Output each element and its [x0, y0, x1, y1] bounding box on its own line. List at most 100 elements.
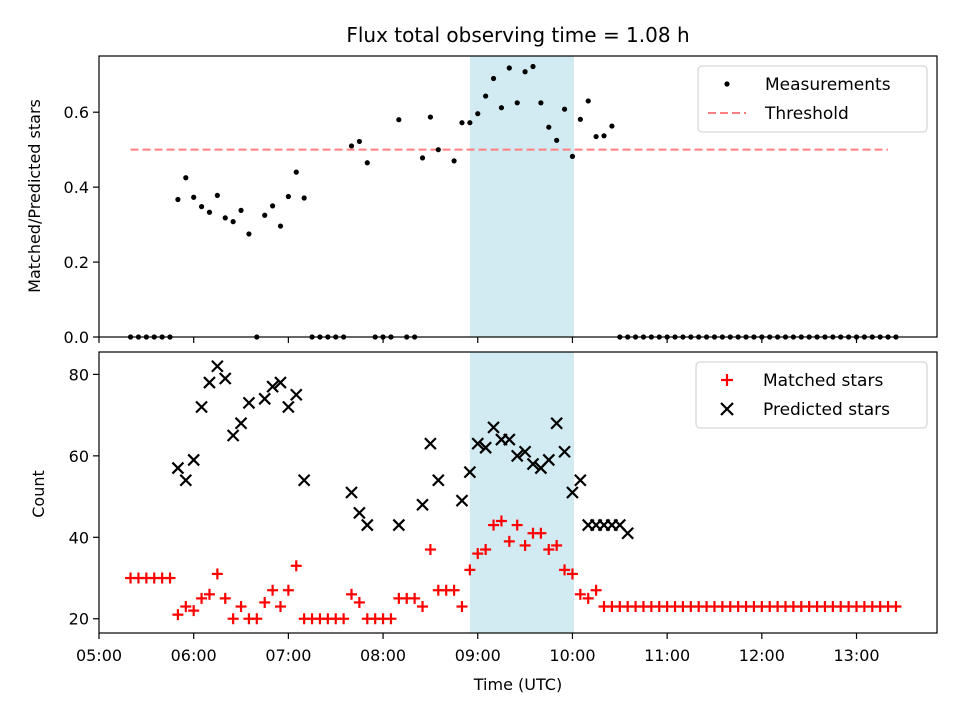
- measurement-point: [490, 75, 497, 82]
- legend-matched-marker: [721, 374, 733, 386]
- measurement-point: [593, 133, 599, 140]
- matched-stars-point: [188, 605, 200, 617]
- matched-stars-point: [566, 568, 578, 580]
- predicted-stars-point: [203, 376, 216, 389]
- matched-stars-point: [164, 572, 176, 584]
- predicted-stars-point: [392, 518, 406, 532]
- matched-stars-point: [290, 560, 302, 572]
- measurement-point: [285, 193, 291, 200]
- predicted-stars-point: [282, 400, 295, 414]
- predicted-stars-point: [518, 445, 532, 459]
- measurement-point: [585, 98, 591, 104]
- predicted-stars-point: [574, 474, 587, 487]
- bottom-x-axis: 05:00 06:00 07:00 08:00 09:00 10:00 11:00 12:00…: [76, 633, 880, 665]
- matched-stars-point: [227, 613, 239, 625]
- matched-stars-point: [472, 548, 484, 560]
- matched-stars-point: [338, 613, 350, 625]
- matched-stars-series: [125, 515, 902, 625]
- measurement-point: [419, 155, 426, 161]
- bottom-panel: 20 40 60 80 05:00 06:00 07:00 08:00 09:00 10:00 1…: [29, 351, 938, 694]
- measurement-point: [348, 143, 355, 149]
- matched-stars-point: [424, 544, 436, 556]
- matched-stars-point: [417, 601, 429, 613]
- measurement-point: [262, 212, 268, 218]
- bottom-y-axis: 20 40 60 80: [69, 365, 99, 629]
- measurement-point: [569, 153, 576, 160]
- measurement-point: [546, 124, 552, 130]
- predicted-stars-point: [510, 449, 524, 463]
- predicted-stars-point: [550, 416, 563, 430]
- predicted-stars-point: [424, 437, 437, 450]
- measurement-point: [206, 209, 213, 215]
- measurement-point: [538, 100, 544, 106]
- measurement-point: [530, 63, 536, 70]
- matched-stars-point: [259, 596, 271, 608]
- predicted-stars-point: [266, 380, 279, 393]
- bottom-highlight-span: [469, 352, 575, 633]
- top-plot-frame: [98, 55, 938, 338]
- predicted-stars-point: [487, 421, 500, 434]
- predicted-stars-point: [503, 433, 516, 446]
- matched-stars-point: [282, 584, 294, 596]
- predicted-stars-point: [416, 498, 429, 511]
- measurement-point: [577, 116, 583, 122]
- predicted-stars-point: [361, 518, 374, 532]
- measurement-point: [475, 111, 481, 117]
- top-highlight-span: [469, 56, 575, 337]
- predicted-stars-series: [171, 359, 634, 540]
- legend-matched-label: Matched stars: [763, 371, 883, 391]
- predicted-stars-point: [258, 392, 271, 406]
- bottom-y-tick-label: 60: [69, 447, 89, 466]
- chart-title: Flux total observing time = 1.08 h: [346, 23, 689, 47]
- top-panel: 0.0 0.2 0.4 0.6 Matched/Predicted stars Mea…: [25, 55, 938, 347]
- bottom-x-axis-label: Time (UTC): [473, 675, 562, 694]
- bottom-legend-box: [695, 361, 928, 429]
- predicted-stars-point: [274, 376, 287, 389]
- measurement-point: [269, 203, 276, 209]
- predicted-stars-point: [195, 400, 208, 414]
- matched-stars-point: [519, 539, 531, 551]
- measurement-point: [293, 169, 299, 175]
- measurement-point: [396, 117, 402, 123]
- measurement-point: [451, 158, 457, 164]
- measurement-point: [514, 100, 520, 106]
- matched-stars-point: [346, 588, 358, 600]
- matched-stars-point: [274, 601, 286, 613]
- top-legend: Measurements Threshold: [697, 65, 928, 133]
- measurement-point: [214, 192, 220, 198]
- matched-stars-point: [219, 592, 231, 604]
- bottom-plot-frame: [98, 351, 938, 634]
- matched-stars-point: [488, 519, 500, 531]
- matched-stars-point: [353, 596, 365, 608]
- matched-stars-point: [464, 564, 476, 576]
- measurement-point: [277, 223, 284, 229]
- measurement-point: [230, 219, 236, 225]
- bottom-y-tick-label: 80: [69, 365, 89, 384]
- matched-stars-point: [495, 515, 507, 527]
- measurement-point: [435, 147, 441, 153]
- measurement-point: [522, 69, 528, 75]
- bottom-x-tick-label: 12:00: [739, 646, 785, 665]
- matched-stars-point: [890, 601, 902, 613]
- matched-stars-point: [559, 564, 571, 576]
- matched-stars-point: [535, 527, 547, 539]
- predicted-stars-point: [455, 494, 469, 507]
- top-y-tick-label: 0.4: [64, 178, 89, 197]
- matched-stars-point: [456, 601, 468, 613]
- bottom-x-tick-label: 10:00: [549, 646, 595, 665]
- matched-stars-point: [211, 568, 223, 580]
- measurement-point: [356, 138, 362, 145]
- bottom-legend: Matched stars Predicted stars: [695, 361, 928, 429]
- measurement-point: [198, 204, 205, 210]
- predicted-stars-point: [432, 474, 445, 487]
- matched-stars-point: [251, 613, 263, 625]
- bottom-x-tick-label: 09:00: [455, 646, 501, 665]
- predicted-stars-point: [297, 474, 311, 487]
- predicted-stars-point: [242, 396, 256, 410]
- predicted-stars-point: [234, 416, 248, 430]
- top-legend-box: [697, 65, 928, 133]
- matched-stars-point: [543, 544, 555, 556]
- top-y-tick-label: 0.0: [64, 328, 89, 347]
- bottom-y-tick-label: 20: [69, 610, 89, 629]
